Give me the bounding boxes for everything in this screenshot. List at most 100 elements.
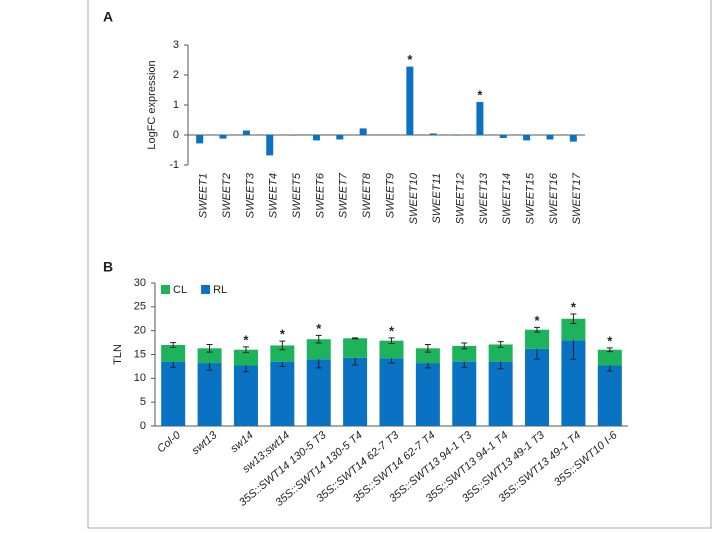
x-tick-label: SWEET9 <box>384 173 396 218</box>
x-tick-label: Col-0 <box>155 429 184 456</box>
bar-segment <box>379 340 404 359</box>
significance-marker: * <box>571 299 577 314</box>
bar-segment <box>488 344 513 362</box>
legend-label: CL <box>173 284 187 296</box>
bar <box>359 128 367 135</box>
bar <box>242 130 250 135</box>
y-tick-label: 10 <box>134 372 146 384</box>
bar-segment <box>343 357 368 426</box>
bar-segment <box>525 348 550 426</box>
x-tick-label: SWEET13 <box>478 172 490 224</box>
x-tick-label: sw14 <box>228 429 255 455</box>
x-tick-label: SWEET15 <box>525 172 537 224</box>
legend-label: RL <box>213 284 227 296</box>
y-tick-label: 20 <box>134 325 146 337</box>
x-tick-label: SWEET12 <box>454 173 466 224</box>
y-tick-label: 15 <box>134 348 146 360</box>
bar <box>219 135 227 139</box>
bar-segment <box>597 365 622 426</box>
y-tick-label: 25 <box>134 301 146 313</box>
y-tick-label: 1 <box>173 99 179 111</box>
x-tick-label: 35S::SWT10 I-6 <box>552 429 620 489</box>
bar-segment <box>488 361 513 426</box>
bar-segment <box>452 345 477 362</box>
x-tick-label: swt13 <box>190 429 220 457</box>
y-tick-label: 30 <box>134 277 146 289</box>
figure-frame <box>87 0 712 529</box>
x-tick-label: SWEET10 <box>408 172 420 224</box>
bar-segment <box>525 329 550 349</box>
bar-segment <box>270 345 295 362</box>
bar-segment <box>270 361 295 426</box>
error-bar <box>279 340 286 351</box>
significance-marker: * <box>407 52 413 67</box>
bar-segment <box>161 361 186 426</box>
x-tick-label: SWEET3 <box>244 172 256 218</box>
error-bar <box>388 337 395 345</box>
bar <box>523 135 531 141</box>
bar <box>406 66 414 135</box>
error-bar <box>461 342 468 350</box>
error-bar <box>497 341 504 348</box>
bar-segment <box>197 363 222 426</box>
legend-swatch <box>201 285 211 294</box>
bar-segment <box>161 344 186 362</box>
x-tick-label: SWEET4 <box>268 173 280 218</box>
bar <box>196 135 204 144</box>
error-bar <box>315 334 322 344</box>
x-tick-label: SWEET7 <box>338 172 350 218</box>
bar-segment <box>415 348 440 364</box>
x-tick-label: SWEET1 <box>198 173 210 218</box>
x-tick-label: SWEET2 <box>221 173 233 218</box>
significance-marker: * <box>280 327 286 342</box>
bar-segment <box>561 318 586 341</box>
error-bar <box>570 313 577 325</box>
bar-segment <box>306 339 331 360</box>
x-tick-label: SWEET16 <box>548 172 560 224</box>
error-bar <box>424 343 431 353</box>
bar <box>266 135 274 156</box>
bar-segment <box>306 359 331 426</box>
error-bar <box>206 343 213 353</box>
y-tick-label: 2 <box>173 69 179 81</box>
legend-swatch <box>161 285 170 294</box>
y-tick-label: 5 <box>140 396 146 408</box>
error-bar <box>606 347 613 353</box>
significance-marker: * <box>316 321 322 336</box>
x-tick-label: SWEET14 <box>501 173 513 224</box>
y-tick-label: -1 <box>169 159 179 171</box>
bar-segment <box>197 348 222 364</box>
bar <box>453 135 461 136</box>
bar <box>429 133 437 135</box>
significance-marker: * <box>607 333 613 348</box>
y-axis-label: TLN <box>112 344 124 365</box>
x-tick-label: SWEET6 <box>314 172 326 218</box>
error-bar <box>352 337 359 340</box>
bar-segment <box>597 349 622 366</box>
significance-marker: * <box>535 313 541 328</box>
error-bar <box>534 326 541 333</box>
x-tick-label: SWEET5 <box>291 172 303 218</box>
significance-marker: * <box>389 323 395 338</box>
bar <box>499 135 507 138</box>
error-bar <box>242 346 249 354</box>
bar-segment <box>379 358 404 426</box>
bar-segment <box>452 361 477 426</box>
bar <box>312 135 320 141</box>
y-tick-label: 0 <box>173 129 179 141</box>
bar <box>289 135 297 136</box>
panel-label: A <box>103 9 113 25</box>
panel-label: B <box>103 259 113 275</box>
x-tick-label: SWEET17 <box>571 172 583 224</box>
significance-marker: * <box>243 332 249 347</box>
x-tick-label: SWEET11 <box>431 173 443 224</box>
bar <box>476 102 484 135</box>
significance-marker: * <box>477 87 483 102</box>
error-bar <box>170 342 177 348</box>
bar <box>546 135 554 140</box>
bar-segment <box>233 349 258 366</box>
y-tick-label: 3 <box>173 39 179 51</box>
bar-segment <box>233 365 258 426</box>
bar-segment <box>415 363 440 426</box>
